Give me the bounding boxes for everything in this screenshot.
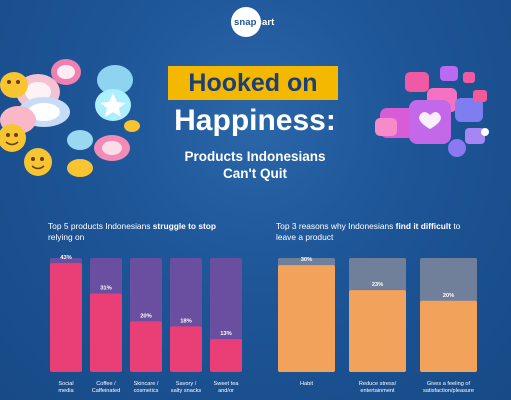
logo-text-snap: snap bbox=[234, 16, 257, 28]
left-chart-bar-2 bbox=[130, 321, 162, 372]
right-chart-bar-0 bbox=[278, 265, 335, 372]
left-chart-category-label-4-1: and/or bbox=[218, 388, 234, 394]
subtitle-line-2: Can't Quit bbox=[223, 166, 287, 181]
snapcart-logo: snap cart bbox=[231, 7, 281, 37]
logo-circle bbox=[231, 7, 261, 37]
left-chart-title-bold: struggle to stop bbox=[152, 221, 217, 231]
logo-text: snap cart bbox=[231, 17, 274, 28]
left-chart-title: Top 5 products Indonesians struggle to s… bbox=[48, 221, 258, 243]
left-chart-bar-4 bbox=[210, 339, 242, 372]
left-chart-title-prefix: Top 5 products Indonesians bbox=[48, 221, 153, 231]
left-chart-value-label-4: 13% bbox=[220, 331, 232, 337]
left-chart-title-line2: relying on bbox=[48, 232, 85, 242]
left-chart-bar-0 bbox=[50, 263, 82, 372]
right-chart-bar-1 bbox=[349, 290, 406, 372]
logo-text-cart: cart bbox=[256, 16, 275, 28]
right-chart-category-label-1-0: Reduce stress/ bbox=[359, 381, 397, 387]
right-chart-title-prefix: Top 3 reasons why Indonesians bbox=[276, 221, 396, 231]
right-chart-category-label-2-1: satisfaction/pleasure bbox=[423, 388, 474, 394]
right-chart-value-label-2: 20% bbox=[443, 293, 455, 299]
title-highlight-box: Hooked on bbox=[168, 66, 338, 100]
left-chart-value-label-2: 20% bbox=[140, 313, 152, 319]
subtitle: Products Indonesians Can't Quit bbox=[150, 148, 360, 182]
right-chart-category-label-1-1: entertainment bbox=[360, 388, 395, 394]
right-chart-title: Top 3 reasons why Indonesians find it di… bbox=[276, 221, 496, 243]
left-chart-category-label-2-1: cosmetics bbox=[134, 388, 159, 394]
left-chart-bar-3 bbox=[170, 326, 202, 372]
subtitle-line-1: Products Indonesians bbox=[184, 149, 326, 164]
right-chart-category-label-0-0: Habit bbox=[300, 381, 314, 387]
left-chart-category-label-3-1: salty snacks bbox=[171, 388, 202, 394]
left-chart-category-label-0-1: media bbox=[58, 388, 74, 394]
right-chart-title-bold: find it difficult bbox=[395, 221, 452, 231]
right-chart-category-label-2-0: Gives a feeling of bbox=[427, 381, 471, 387]
emoji-cluster-illustration bbox=[0, 59, 140, 177]
left-chart-category-label-3-0: Savory / bbox=[176, 381, 197, 387]
right-chart-title-line2: leave a product bbox=[276, 232, 334, 242]
title-line-1: Hooked on bbox=[188, 68, 318, 97]
right-chart-title-suffix: to bbox=[451, 221, 461, 231]
left-chart-category-label-1-1: Caffeinated bbox=[92, 388, 121, 394]
left-chart-category-label-4-0: Sweet tea bbox=[214, 381, 240, 387]
right-chart-value-label-1: 23% bbox=[372, 282, 384, 288]
left-chart-value-label-1: 31% bbox=[100, 285, 112, 291]
right-chart-value-label-0: 30% bbox=[301, 257, 313, 263]
left-chart-category-label-2-0: Skincare / bbox=[134, 381, 159, 387]
title-line-2: Happiness: bbox=[174, 104, 336, 137]
right-chart-bar-2 bbox=[420, 300, 477, 372]
social-icons-illustration bbox=[375, 66, 489, 157]
left-chart-value-label-3: 18% bbox=[180, 318, 192, 324]
left-chart-category-label-1-0: Coffee / bbox=[96, 381, 116, 387]
left-chart-bar-1 bbox=[90, 293, 122, 372]
left-chart-category-label-0-0: Social bbox=[58, 381, 73, 387]
left-chart-value-label-0: 43% bbox=[60, 255, 72, 261]
